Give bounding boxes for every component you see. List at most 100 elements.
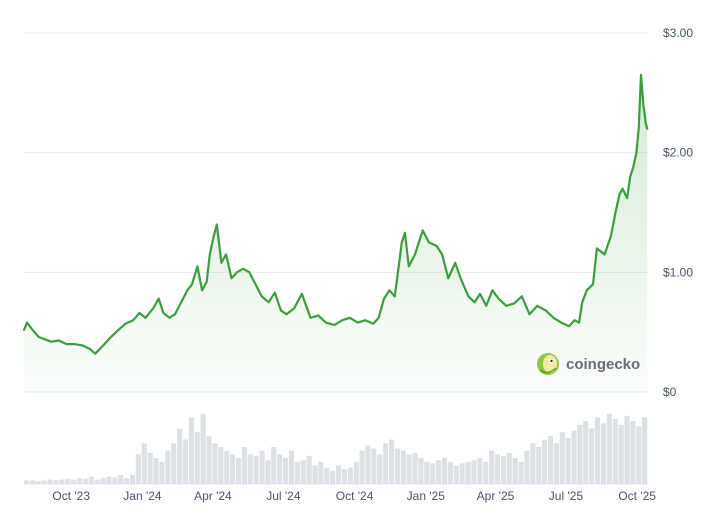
volume-bar	[53, 480, 59, 484]
volume-bar	[124, 478, 130, 484]
volume-bar	[112, 477, 118, 484]
volume-bar	[182, 439, 188, 484]
gecko-logo-icon	[537, 353, 559, 375]
y-tick-label: $0	[663, 385, 677, 399]
volume-bar	[77, 478, 83, 484]
volume-bar	[65, 478, 71, 484]
volume-bar	[383, 443, 389, 484]
volume-bar	[506, 452, 512, 484]
volume-bar	[436, 460, 442, 484]
y-tick-label: $3.00	[663, 26, 693, 40]
watermark-label: coingecko	[566, 356, 640, 373]
volume-bar	[494, 454, 500, 484]
volume-bar	[347, 467, 353, 484]
volume-bar	[412, 452, 418, 484]
volume-bar	[324, 467, 330, 484]
x-tick-label: Oct '25	[618, 489, 656, 503]
volume-bar	[559, 432, 565, 484]
x-tick-label: Apr '24	[194, 489, 232, 503]
volume-bar	[177, 428, 183, 484]
volume-bar	[294, 461, 300, 484]
volume-bar	[618, 424, 624, 484]
volume-bar	[565, 438, 571, 484]
volume-bar	[47, 479, 53, 484]
volume-bar	[130, 475, 136, 484]
volume-bar	[271, 447, 277, 484]
volume-bar	[612, 418, 618, 484]
volume-bar	[330, 470, 336, 484]
volume-bar	[512, 458, 518, 484]
volume-bar	[589, 428, 595, 484]
volume-bar	[524, 450, 530, 484]
volume-bar	[500, 455, 506, 484]
volume-bar	[447, 461, 453, 484]
volume-bar	[106, 476, 112, 484]
y-axis: $0 $1.00 $2.00 $3.00	[663, 26, 693, 399]
volume-bar	[141, 443, 147, 484]
volume-bar	[530, 443, 536, 484]
volume-bar	[577, 424, 583, 484]
volume-bar	[147, 452, 153, 484]
volume-bar	[188, 417, 194, 484]
volume-bar	[41, 480, 47, 484]
volume-bar	[200, 413, 206, 484]
volume-bar	[453, 465, 459, 484]
x-tick-label: Oct '24	[336, 489, 374, 503]
volume-bar	[88, 476, 94, 484]
volume-bar	[312, 465, 318, 484]
price-line	[22, 73, 649, 355]
volume-bar	[306, 455, 312, 484]
volume-bar	[430, 463, 436, 484]
volume-layer	[24, 413, 648, 484]
volume-bar	[442, 458, 448, 484]
x-tick-label: Jan '24	[123, 489, 162, 503]
volume-bar	[553, 443, 559, 484]
volume-bar	[24, 480, 30, 484]
volume-bar	[94, 479, 100, 484]
volume-bar	[483, 461, 489, 484]
volume-bar	[230, 454, 236, 484]
volume-bar	[542, 439, 548, 484]
volume-bar	[359, 450, 365, 484]
x-tick-label: Oct '23	[52, 489, 90, 503]
volume-bar	[424, 461, 430, 484]
volume-bar	[300, 460, 306, 484]
volume-bar	[400, 450, 406, 484]
volume-bar	[153, 458, 159, 484]
x-tick-label: Jul '24	[266, 489, 301, 503]
volume-bar	[171, 443, 177, 484]
volume-bar	[241, 447, 247, 484]
volume-bar	[536, 447, 542, 484]
volume-bar	[341, 469, 347, 484]
volume-bar	[336, 465, 342, 484]
volume-bar	[642, 417, 648, 484]
x-tick-label: Jan '25	[407, 489, 446, 503]
volume-bar	[265, 460, 271, 484]
volume-bar	[82, 478, 88, 484]
volume-bar	[218, 447, 224, 484]
volume-bar	[489, 450, 495, 484]
volume-bar	[636, 426, 642, 484]
volume-bar	[71, 479, 77, 484]
volume-bar	[377, 454, 383, 484]
volume-bar	[35, 481, 41, 484]
volume-bar	[194, 432, 200, 484]
volume-bar	[224, 450, 230, 484]
volume-bar	[159, 461, 165, 484]
y-tick-label: $1.00	[663, 265, 693, 279]
volume-bar	[118, 475, 124, 484]
volume-bar	[135, 454, 141, 484]
volume-bar	[630, 421, 636, 484]
volume-bar	[389, 439, 395, 484]
volume-bar	[318, 461, 324, 484]
volume-bar	[206, 435, 212, 484]
volume-bar	[459, 463, 465, 484]
volume-bar	[547, 435, 553, 484]
volume-bar	[406, 454, 412, 484]
volume-bar	[477, 458, 483, 484]
volume-bar	[518, 461, 524, 484]
volume-bar	[606, 413, 612, 484]
volume-bar	[571, 430, 577, 484]
